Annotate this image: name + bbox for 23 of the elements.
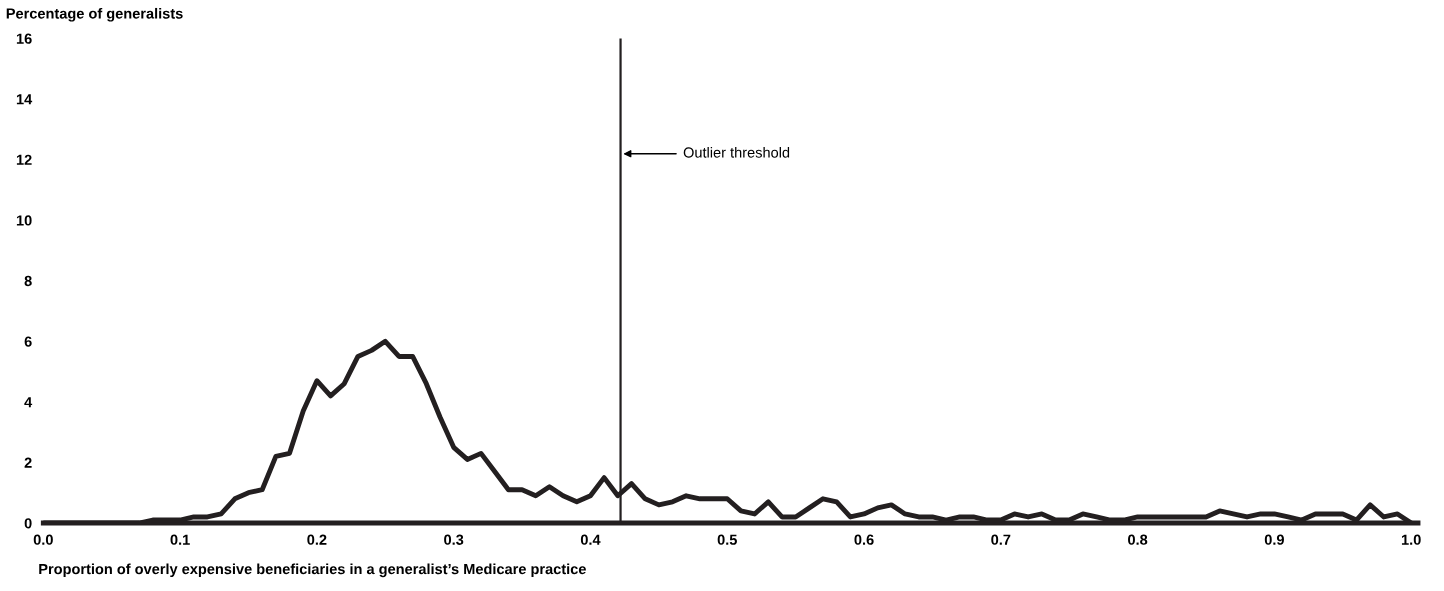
y-tick-label: 12 — [16, 154, 32, 165]
y-tick-label: 0 — [24, 518, 32, 529]
x-tick-label: 0.1 — [170, 534, 190, 545]
y-tick-label: 4 — [24, 397, 33, 408]
y-axis-title: Percentage of generalists — [6, 7, 183, 22]
x-tick-label: 0.2 — [307, 534, 327, 545]
x-tick-label: 0.6 — [854, 534, 874, 545]
ref-line-label: Outlier threshold — [683, 146, 790, 158]
y-tick-label: 6 — [24, 336, 32, 347]
x-tick-label: 0.4 — [580, 534, 601, 545]
y-tick-label: 16 — [16, 33, 32, 44]
y-tick-label: 8 — [24, 275, 32, 287]
y-tick-label: 14 — [16, 94, 33, 105]
x-tick-label: 0.3 — [444, 534, 464, 545]
x-tick-label: 0.9 — [1264, 534, 1284, 545]
x-tick-label: 0.7 — [991, 534, 1011, 545]
x-tick-label: 0.0 — [33, 534, 53, 545]
x-tick-label: 1.0 — [1401, 534, 1421, 545]
y-tick-label: 2 — [24, 457, 32, 468]
x-axis-title: Proportion of overly expensive beneficiaries in a generalist’s Medicare practice — [39, 563, 586, 578]
y-tick-label: 10 — [16, 215, 32, 226]
x-tick-label: 0.5 — [717, 534, 737, 545]
x-tick-label: 0.8 — [1128, 534, 1148, 545]
